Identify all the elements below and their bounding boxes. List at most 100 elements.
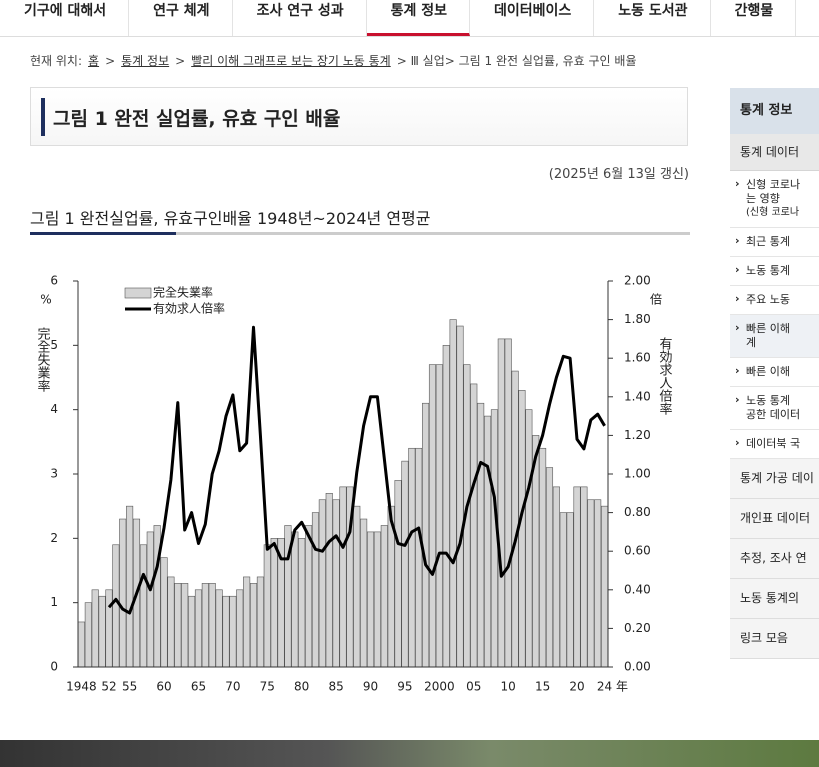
y2-tick-label: 0.40 (624, 582, 651, 596)
crumb-link[interactable]: 통계 정보 (121, 54, 170, 68)
y-tick-label: 2 (50, 531, 58, 545)
sidebar-title[interactable]: 통계 정보 (730, 88, 819, 134)
legend-label: 有効求人倍率 (153, 301, 225, 316)
bar (84, 602, 92, 668)
bar (360, 518, 368, 668)
bar (311, 512, 320, 668)
bar (408, 447, 416, 668)
bar (525, 409, 533, 668)
bar (504, 338, 512, 668)
sidebar-section[interactable]: 통계 데이터 (730, 134, 819, 171)
x-unit: 年 (616, 680, 628, 694)
y2-tick-label: 2.00 (624, 274, 651, 288)
updated-date: (2025년 6월 13일 갱신) (548, 167, 689, 182)
sidebar-item-line: 빠른 이해 (746, 365, 790, 378)
y-tick-label: 0 (50, 660, 58, 674)
x-tick-label: 90 (363, 680, 378, 694)
bar (594, 499, 602, 668)
nav-item[interactable]: 간행물 (711, 0, 797, 36)
nav-item[interactable]: 데이터베이스 (470, 0, 595, 36)
bar (366, 531, 375, 668)
bar (188, 595, 196, 668)
sidebar-item-line: 주요 노동 (746, 293, 790, 306)
sidebar-item[interactable]: 노동 통계 (730, 257, 819, 286)
y2-unit: 倍 (650, 292, 662, 307)
chart: 0 1 2 3 4 5 6 0.00 0.20 0.40 0.60 0.80 1.00 1.20 1.40 1… (35, 274, 673, 694)
y2-tick-label: 1.80 (624, 312, 651, 326)
x-tick-label: 70 (225, 680, 240, 694)
y-tick-label: 5 (50, 338, 58, 352)
bar (243, 576, 251, 668)
y-tick-label: 3 (50, 467, 58, 481)
sidebar-group[interactable]: 통계 가공 데이 (730, 459, 819, 499)
bar (194, 589, 202, 668)
bar (325, 493, 333, 668)
footer-photo (0, 740, 819, 767)
sidebar-group[interactable]: 개인표 데이터 (730, 499, 819, 539)
sidebar-item[interactable]: 최근 통계 (730, 228, 819, 257)
bar (146, 531, 154, 668)
x-tick-label: 10 (501, 680, 516, 694)
bar (415, 447, 423, 668)
bar (167, 576, 175, 668)
sidebar-item-line: 노동 통계 (746, 394, 790, 407)
bar (119, 518, 127, 668)
sidebar-item-line: 최근 통계 (746, 235, 790, 248)
bar (477, 402, 485, 668)
bar (497, 338, 505, 668)
crumb-link[interactable]: 빨리 이해 그래프로 보는 장기 노동 통계 (191, 54, 391, 68)
bar (332, 499, 340, 668)
bar (545, 467, 554, 668)
bar (559, 512, 567, 668)
nav-item[interactable]: 노동 도서관 (594, 0, 711, 36)
y-tick-label: 1 (50, 595, 58, 609)
sidebar-group[interactable]: 노동 통계의 (730, 579, 819, 619)
bar (573, 486, 581, 668)
sidebar-group[interactable]: 추정, 조사 연 (730, 539, 819, 579)
nav-item[interactable]: 기구에 대해서 (0, 0, 130, 36)
y-tick-label: 4 (50, 402, 58, 416)
sidebar-item-line: 공한 데이터 (746, 408, 801, 421)
x-tick-label: 1948 (66, 680, 97, 694)
y2-tick-label: 0.60 (624, 544, 651, 558)
x-tick-label: 60 (156, 680, 171, 694)
crumb-label: 현재 위치: (30, 54, 83, 68)
legend-swatch (124, 287, 152, 299)
y-unit: % (40, 293, 51, 307)
y2-tick-label: 1.00 (624, 467, 651, 481)
bar (601, 505, 609, 668)
nav-item[interactable]: 연구 체계 (129, 0, 233, 36)
nav-item[interactable]: 조사 연구 성과 (233, 0, 367, 36)
bar (256, 576, 264, 668)
bar (139, 544, 147, 668)
sidebar-item[interactable]: 주요 노동 (730, 286, 819, 315)
bar (126, 505, 134, 668)
bar (160, 557, 168, 668)
bar (566, 512, 574, 668)
sidebar-item-line: 노동 통계 (746, 264, 790, 277)
bar (215, 589, 223, 668)
nav-item[interactable]: 통계 정보 (366, 0, 470, 36)
bar (539, 447, 547, 668)
y2-tick-label: 0.80 (624, 505, 651, 519)
sidebar-group[interactable]: 링크 모음 (730, 619, 819, 659)
bar (428, 364, 437, 668)
sidebar-item[interactable]: 빠른 이해 (730, 358, 819, 387)
x-tick-label: 2000 (424, 680, 455, 694)
sidebar-item-line: 는 영향 (746, 192, 780, 205)
sidebar-item[interactable]: 빠른 이해계 (730, 315, 819, 358)
top-nav: 기구에 대해서 연구 체계 조사 연구 성과 통계 정보 데이터베이스 노동 도서관 간행물 (0, 0, 819, 37)
crumb-separator: > (175, 54, 186, 68)
sidebar-item-line: (신형 코로나 (746, 207, 800, 218)
bar (587, 499, 595, 668)
bar (435, 364, 443, 668)
line (107, 325, 606, 615)
bar (236, 589, 244, 668)
crumb-link[interactable]: 홈 (88, 54, 100, 68)
sidebar-item-line: 빠른 이해 (746, 322, 790, 335)
sidebar-item[interactable]: 데이터북 국 (730, 430, 819, 459)
sidebar-item-line: 신형 코로나 (746, 178, 801, 191)
y-label: 完全失業率 (35, 327, 51, 392)
